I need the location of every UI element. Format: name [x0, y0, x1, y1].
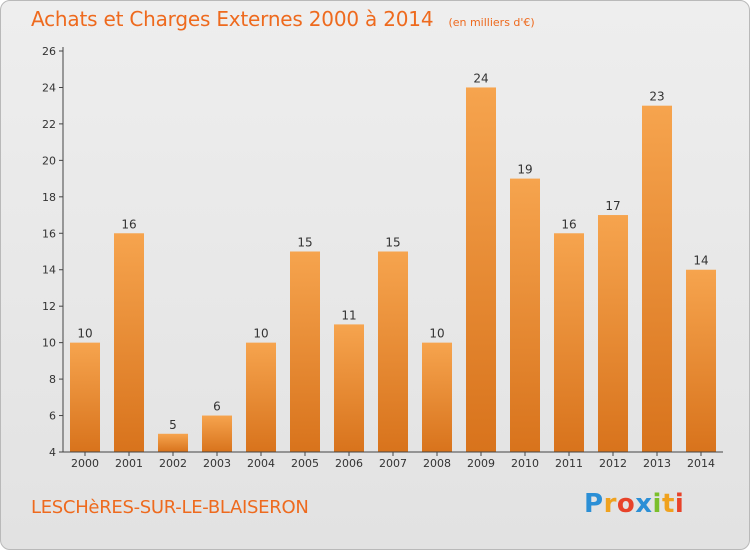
- y-tick-label-18: 18: [42, 191, 56, 204]
- data-label-2000: 10: [77, 327, 92, 341]
- x-tick-label-2012: 2012: [599, 457, 627, 470]
- data-label-2002: 5: [169, 418, 177, 432]
- y-tick-label-20: 20: [42, 154, 56, 167]
- data-label-2014: 14: [693, 254, 708, 268]
- data-label-2011: 16: [561, 217, 576, 231]
- y-tick-label-8: 8: [49, 373, 56, 386]
- logo-letter: r: [603, 489, 617, 519]
- bar-2007: [378, 251, 408, 452]
- data-label-2005: 15: [297, 236, 312, 250]
- chart-title-group: Achats et Charges Externes 2000 à 2014 (…: [31, 7, 535, 31]
- data-label-2009: 24: [473, 71, 488, 85]
- data-label-2010: 19: [517, 163, 532, 177]
- bar-2001: [114, 233, 144, 452]
- x-tick-label-2005: 2005: [291, 457, 319, 470]
- y-tick-label-22: 22: [42, 118, 56, 131]
- logo-letter: x: [635, 489, 653, 519]
- data-label-2008: 10: [429, 327, 444, 341]
- data-label-2007: 15: [385, 236, 400, 250]
- x-tick-label-2004: 2004: [247, 457, 275, 470]
- y-tick-label-14: 14: [42, 264, 56, 277]
- data-label-2012: 17: [605, 199, 620, 213]
- y-tick-label-24: 24: [42, 81, 56, 94]
- bar-2012: [598, 215, 628, 452]
- x-tick-label-2002: 2002: [159, 457, 187, 470]
- x-tick-label-2014: 2014: [687, 457, 715, 470]
- logo-letter: o: [616, 489, 636, 519]
- data-label-2013: 23: [649, 90, 664, 104]
- y-tick-label-4: 4: [49, 446, 56, 459]
- data-label-2004: 10: [253, 327, 268, 341]
- bar-2004: [246, 342, 276, 452]
- logo-letter: i: [674, 489, 685, 519]
- data-label-2001: 16: [121, 217, 136, 231]
- x-tick-label-2013: 2013: [643, 457, 671, 470]
- y-tick-label-16: 16: [42, 227, 56, 240]
- chart-title: Achats et Charges Externes 2000 à 2014: [31, 7, 434, 31]
- bar-2013: [642, 105, 672, 452]
- chart-subtitle: (en milliers d'€): [448, 16, 535, 29]
- x-tick-label-2003: 2003: [203, 457, 231, 470]
- bar-2009: [466, 87, 496, 453]
- commune-name: LESCHèRES-SUR-LE-BLAISERON: [31, 497, 309, 518]
- logo-letter: i: [652, 489, 662, 519]
- bar-2010: [510, 178, 540, 452]
- y-tick-label-26: 26: [42, 45, 56, 58]
- bar-2006: [334, 324, 364, 452]
- logo-letter: P: [584, 489, 604, 519]
- bar-2008: [422, 342, 452, 452]
- bar-2005: [290, 251, 320, 452]
- proxiti-logo: Proxiti: [584, 489, 684, 519]
- y-tick-label-10: 10: [42, 337, 56, 350]
- data-label-2003: 6: [213, 400, 221, 414]
- x-tick-label-2009: 2009: [467, 457, 495, 470]
- logo-letter: t: [661, 489, 675, 519]
- y-tick-label-6: 6: [49, 410, 56, 423]
- x-tick-label-2001: 2001: [115, 457, 143, 470]
- x-tick-label-2006: 2006: [335, 457, 363, 470]
- x-tick-label-2008: 2008: [423, 457, 451, 470]
- bar-2003: [202, 415, 232, 452]
- bar-2014: [686, 269, 716, 452]
- x-tick-label-2000: 2000: [71, 457, 99, 470]
- bar-2000: [70, 342, 100, 452]
- bar-2002: [158, 433, 188, 452]
- x-tick-label-2010: 2010: [511, 457, 539, 470]
- data-label-2006: 11: [341, 308, 356, 322]
- y-tick-label-12: 12: [42, 300, 56, 313]
- x-tick-label-2007: 2007: [379, 457, 407, 470]
- x-tick-label-2011: 2011: [555, 457, 583, 470]
- bar-2011: [554, 233, 584, 452]
